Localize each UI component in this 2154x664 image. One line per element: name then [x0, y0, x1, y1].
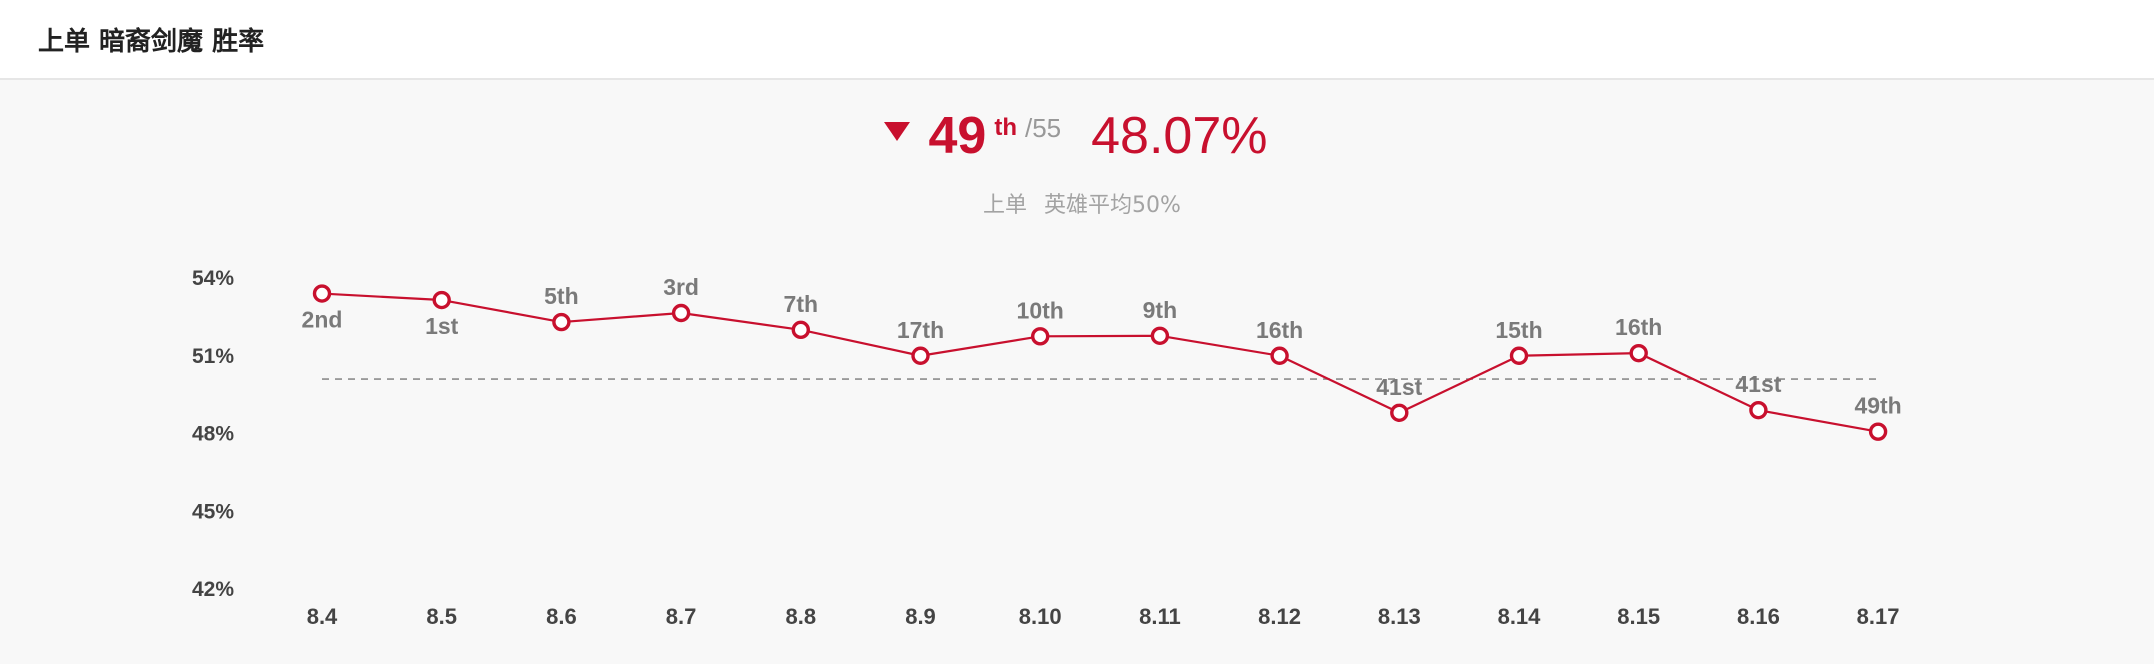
x-tick-label: 8.15: [1617, 604, 1660, 629]
data-point[interactable]: [1030, 327, 1050, 346]
rank-label: 7th: [784, 291, 819, 317]
current-rank-suffix: th: [994, 114, 1017, 141]
data-point[interactable]: [1270, 346, 1289, 365]
data-point[interactable]: [1749, 400, 1768, 420]
current-win-rate: 48.07%: [1091, 107, 1268, 165]
x-tick-label: 8.5: [426, 604, 457, 629]
chart-panel: 49 th /55 48.07% 上单 英雄平均50% 42% 45% 48% 51%…: [0, 80, 2154, 664]
x-tick-label: 8.10: [1019, 604, 1062, 629]
average-note-text: 英雄平均50%: [1044, 193, 1181, 218]
data-point[interactable]: [312, 284, 332, 303]
rank-label: 10th: [1017, 297, 1064, 323]
rank-label: 17th: [897, 317, 944, 343]
data-point[interactable]: [552, 312, 571, 332]
x-tick-label: 8.14: [1498, 604, 1542, 629]
y-tick-label: 54%: [192, 267, 234, 290]
trend-down-icon: [884, 122, 911, 141]
rank-label: 5th: [544, 283, 579, 309]
y-tick-label: 42%: [192, 578, 234, 601]
y-tick-label: 51%: [192, 345, 234, 368]
x-tick-label: 8.9: [905, 604, 936, 629]
data-point[interactable]: [1150, 326, 1170, 345]
data-point[interactable]: [1509, 346, 1529, 365]
page-title: 上单 暗裔剑魔 胜率: [38, 26, 265, 57]
win-rate-summary: 49 th /55 48.07%: [0, 110, 2154, 162]
series-line: [321, 292, 1879, 433]
rank-label: 1st: [425, 313, 459, 339]
x-tick-label: 8.8: [786, 604, 817, 629]
x-tick-label: 8.6: [546, 604, 577, 629]
rank-label: 15th: [1495, 317, 1542, 343]
average-note: 上单 英雄平均50%: [0, 187, 2154, 219]
rank-label: 16th: [1256, 317, 1303, 343]
current-rank: 49: [928, 107, 987, 165]
y-tick-label: 48%: [192, 423, 234, 446]
rank-label: 16th: [1615, 314, 1662, 340]
rank-label: 49th: [1854, 393, 1901, 419]
x-tick-label: 8.13: [1378, 604, 1421, 629]
x-tick-label: 8.7: [666, 604, 697, 629]
data-point[interactable]: [671, 303, 691, 323]
rank-label: 2nd: [302, 307, 343, 333]
header-bar: 上单 暗裔剑魔 胜率: [0, 0, 2154, 80]
data-point[interactable]: [911, 346, 930, 365]
data-point[interactable]: [1629, 343, 1648, 363]
rank-label: 9th: [1143, 297, 1178, 323]
x-tick-label: 8.12: [1258, 604, 1301, 629]
x-tick-label: 8.16: [1737, 604, 1780, 629]
x-tick-label: 8.11: [1139, 604, 1181, 629]
x-tick-label: 8.4: [307, 604, 338, 629]
rank-total: /55: [1024, 113, 1062, 143]
win-rate-line-chart: 42% 45% 48% 51% 54% 8.4 8.5 8.6 8.7 8.8 8.9 8.10 8.1…: [192, 267, 1902, 629]
data-point[interactable]: [1868, 422, 1888, 441]
rank-label: 41st: [1735, 371, 1781, 397]
data-point[interactable]: [1390, 403, 1409, 422]
rank-label: 41st: [1376, 374, 1422, 400]
data-point[interactable]: [791, 320, 810, 340]
rank-label: 3rd: [663, 274, 699, 300]
data-point[interactable]: [432, 290, 451, 310]
average-note-position: 上单: [983, 193, 1028, 218]
y-tick-label: 45%: [192, 500, 234, 523]
x-tick-label: 8.17: [1857, 604, 1900, 629]
